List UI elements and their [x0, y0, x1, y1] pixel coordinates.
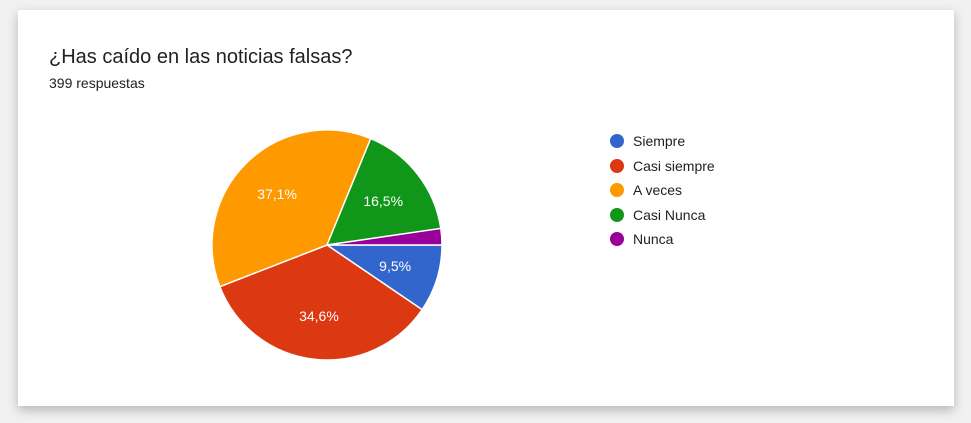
pie-slice-4 [326, 227, 443, 246]
legend-item-3: Casi Nunca [610, 203, 715, 228]
legend-swatch [610, 134, 624, 149]
legend-swatch [610, 232, 624, 247]
legend-swatch [610, 183, 624, 198]
legend-label: A veces [633, 182, 683, 199]
legend-item-1: Casi siempre [610, 154, 715, 179]
pie-slice-1 [218, 244, 424, 361]
legend-swatch [610, 158, 624, 173]
response-count: 399 respuestas [49, 75, 145, 91]
pie-slice-3 [325, 137, 442, 246]
legend-item-2: A veces [610, 178, 715, 203]
chart-title: ¿Has caído en las noticias falsas? [49, 46, 353, 68]
pie-slice-label-1: 34,6% [299, 308, 339, 324]
legend-label: Siempre [633, 133, 686, 150]
pie-slices [211, 129, 443, 361]
legend-label: Casi siempre [633, 157, 715, 174]
pie-slice-label-0: 9,5% [379, 258, 411, 274]
legend-label: Nunca [633, 231, 674, 248]
legend-label: Casi Nunca [633, 206, 706, 223]
pie-slice-2 [211, 129, 372, 288]
chart-legend: Siempre Casi siempre A veces Casi Nunca Nunc… [610, 129, 715, 252]
legend-swatch [610, 207, 624, 222]
pie-slice-label-2: 37,1% [257, 186, 297, 202]
legend-item-0: Siempre [610, 129, 715, 154]
pie-labels: 9,5% 34,6% 37,1% 16,5% [257, 186, 411, 324]
pie-slice-label-3: 16,5% [363, 193, 403, 209]
legend-item-4: Nunca [610, 227, 715, 252]
chart-card: ¿Has caído en las noticias falsas? 399 r… [18, 10, 954, 406]
pie-chart: 9,5% 34,6% 37,1% 16,5% [211, 129, 443, 361]
